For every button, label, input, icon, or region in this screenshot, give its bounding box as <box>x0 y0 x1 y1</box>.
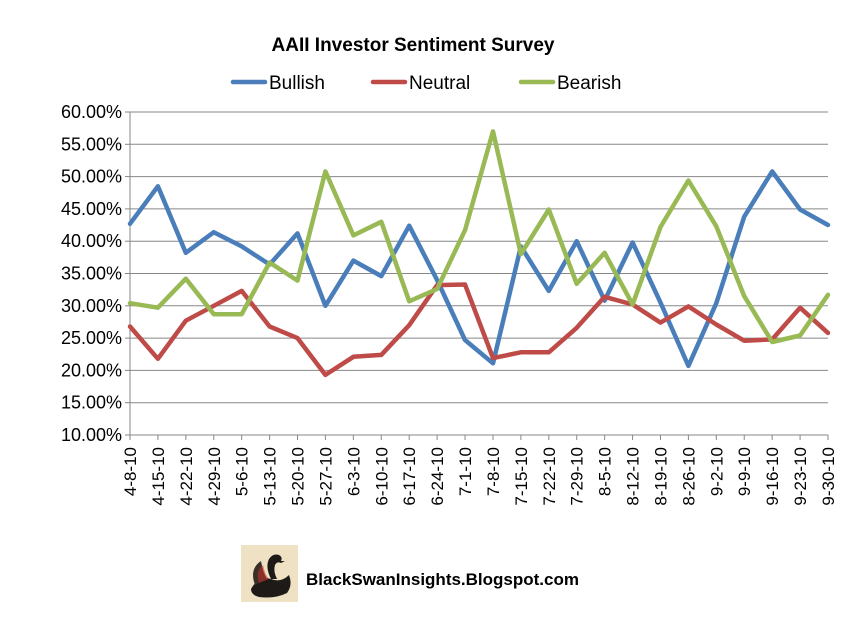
x-tick-label: 9-23-10 <box>791 447 810 506</box>
y-axis-ticks: 10.00% 15.00% 20.00% 25.00% 30.00% 35.00% 40.0… <box>61 102 122 445</box>
x-tick-label: 7-15-10 <box>512 447 531 506</box>
axes <box>129 112 828 436</box>
x-tick-label: 8-26-10 <box>679 447 698 506</box>
chart-title: AAII Investor Sentiment Survey <box>272 35 555 56</box>
series-line-neutral <box>127 282 831 378</box>
legend-label-bullish: Bullish <box>269 73 325 94</box>
x-tick-label: 5-27-10 <box>316 447 335 506</box>
y-tick-label: 40.00% <box>61 231 122 251</box>
x-tick-label: 5-13-10 <box>261 447 280 506</box>
series-lines <box>127 129 831 378</box>
y-tick-label: 35.00% <box>61 264 122 284</box>
footer-text: BlackSwanInsights.Blogspot.com <box>306 570 579 589</box>
x-tick-label: 8-5-10 <box>596 447 615 496</box>
x-tick-label: 4-15-10 <box>149 447 168 506</box>
x-tick-label: 4-8-10 <box>121 447 140 496</box>
x-axis-ticks: 4-8-10 4-15-10 4-22-10 4-29-10 5-6-10 5-13-10… <box>121 435 838 506</box>
y-tick-label: 10.00% <box>61 425 122 445</box>
y-tick-label: 50.00% <box>61 167 122 187</box>
x-tick-label: 4-22-10 <box>177 447 196 506</box>
x-tick-label: 8-19-10 <box>651 447 670 506</box>
x-tick-label: 5-6-10 <box>233 447 252 496</box>
x-tick-label: 7-22-10 <box>540 447 559 506</box>
x-tick-label: 7-29-10 <box>568 447 587 506</box>
x-tick-label: 6-17-10 <box>400 447 419 506</box>
x-tick-label: 7-1-10 <box>456 447 475 496</box>
black-swan-logo <box>241 545 298 602</box>
x-tick-label: 9-2-10 <box>707 447 726 496</box>
y-tick-label: 25.00% <box>61 328 122 348</box>
gridlines <box>125 111 828 436</box>
x-tick-label: 6-3-10 <box>344 447 363 496</box>
y-tick-label: 20.00% <box>61 360 122 380</box>
y-tick-label: 60.00% <box>61 102 122 122</box>
series-line-bearish <box>127 129 831 345</box>
y-tick-label: 30.00% <box>61 296 122 316</box>
y-tick-label: 15.00% <box>61 393 122 413</box>
x-tick-label: 9-30-10 <box>819 447 838 506</box>
x-tick-label: 4-29-10 <box>205 447 224 506</box>
x-tick-label: 9-16-10 <box>763 447 782 506</box>
x-tick-label: 6-24-10 <box>428 447 447 506</box>
x-tick-label: 8-12-10 <box>624 447 643 506</box>
legend: Bullish Neutral Bearish <box>230 73 621 94</box>
x-tick-label: 7-8-10 <box>484 447 503 496</box>
y-tick-label: 55.00% <box>61 134 122 154</box>
x-tick-label: 6-10-10 <box>372 447 391 506</box>
series-line-bullish <box>127 169 831 369</box>
legend-label-bearish: Bearish <box>557 73 621 94</box>
y-tick-label: 45.00% <box>61 199 122 219</box>
x-tick-label: 9-9-10 <box>735 447 754 496</box>
x-tick-label: 5-20-10 <box>289 447 308 506</box>
legend-label-neutral: Neutral <box>409 73 470 94</box>
